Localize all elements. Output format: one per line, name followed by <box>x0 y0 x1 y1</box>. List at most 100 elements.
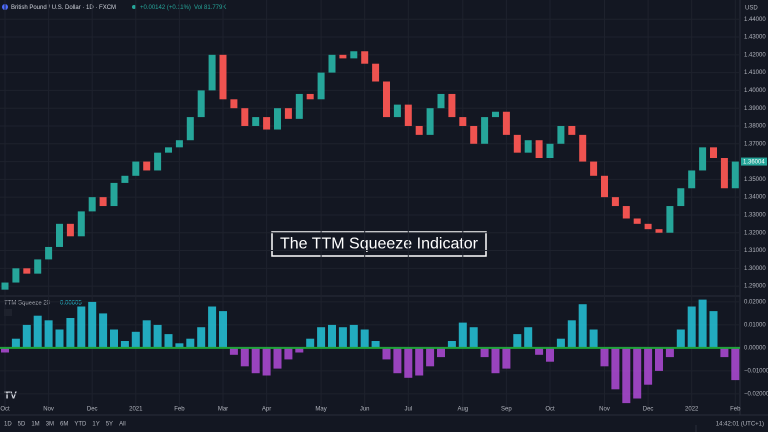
indicator-value: 0.00605 <box>60 301 82 307</box>
candle <box>121 175 129 183</box>
candle <box>633 218 641 224</box>
range-button[interactable]: All <box>119 422 126 428</box>
x-tick-label: Oct <box>0 407 10 413</box>
candle <box>579 134 587 162</box>
x-tick-label: Aug <box>457 407 468 413</box>
histogram-bar <box>491 347 500 374</box>
range-button[interactable]: 3M <box>46 422 54 428</box>
candle <box>12 268 20 283</box>
range-button[interactable]: 1Y <box>92 422 99 428</box>
range-button[interactable]: 5D <box>18 422 26 428</box>
candle <box>317 72 325 100</box>
candle <box>1 282 9 290</box>
histogram-bar <box>175 343 184 348</box>
y-tick-label: 1.42000 <box>744 52 766 58</box>
histogram-bar <box>655 347 663 371</box>
candle <box>720 158 728 189</box>
currency[interactable]: USD <box>745 6 758 12</box>
histogram-bar <box>676 329 685 348</box>
histogram-bar <box>404 347 413 378</box>
histogram-bar <box>513 334 522 348</box>
range-button[interactable]: 6M <box>60 422 68 428</box>
candle <box>263 117 271 130</box>
candle <box>361 51 369 64</box>
indicator-title[interactable]: TTM Squeeze 20 <box>4 301 51 307</box>
candle <box>143 161 151 171</box>
candle <box>513 134 521 153</box>
candle <box>165 147 172 153</box>
x-tick-label: Mar <box>218 407 228 413</box>
histogram-bar <box>55 329 64 348</box>
x-tick-label: 2022 <box>685 407 699 413</box>
x-tick-label: Feb <box>174 407 185 413</box>
y-tick-label: −0.01000 <box>744 368 768 374</box>
histogram-bar <box>22 324 31 348</box>
y-tick-label: 1.31000 <box>744 248 766 254</box>
range-button[interactable]: 1M <box>31 422 39 428</box>
candle <box>590 161 598 176</box>
volume: Vol 81.779K <box>194 5 226 11</box>
histogram-bar <box>186 338 195 348</box>
range-button[interactable]: 1D <box>4 422 12 428</box>
histogram-bar <box>447 341 456 348</box>
histogram-bar <box>393 347 402 374</box>
x-tick-label: Dec <box>643 407 654 413</box>
candle <box>666 206 674 233</box>
y-tick-label: 1.38000 <box>744 124 766 130</box>
candle <box>426 108 434 135</box>
x-tick-label: Jun <box>360 407 370 413</box>
candle <box>688 170 696 189</box>
candle <box>437 93 445 109</box>
price-change: +0.00142 (+0.11%) <box>140 5 191 11</box>
histogram-bar <box>120 341 129 348</box>
histogram-bar <box>687 306 696 348</box>
x-tick-label: Dec <box>87 407 98 413</box>
histogram-bar <box>524 327 533 348</box>
candle <box>241 108 249 126</box>
histogram-bar <box>295 347 304 353</box>
x-tick-label: Nov <box>599 407 610 413</box>
histogram-bar <box>458 322 467 348</box>
x-tick-label: May <box>315 407 326 413</box>
candle <box>535 140 543 159</box>
histogram-bar <box>382 347 391 360</box>
range-button[interactable]: YTD <box>74 422 87 428</box>
histogram-bar <box>77 306 86 348</box>
x-tick-label: Nov <box>43 407 54 413</box>
range-button[interactable]: 5Y <box>106 422 113 428</box>
histogram-bar <box>240 347 249 367</box>
y-tick-label: 1.32000 <box>744 230 766 236</box>
histogram-bar <box>720 347 729 358</box>
histogram-bar <box>578 304 587 348</box>
symbol-title[interactable]: British Pound / U.S. Dollar · 1D · FXCM <box>11 5 116 11</box>
collapse-button[interactable] <box>4 309 12 316</box>
candle <box>197 90 205 118</box>
y-tick-label: 1.41000 <box>744 70 766 76</box>
candle <box>350 51 358 59</box>
y-tick-label: 0.02000 <box>744 299 766 305</box>
candle <box>230 99 238 109</box>
y-tick-label: 1.37000 <box>744 141 766 147</box>
histogram-bar <box>66 318 75 348</box>
histogram-bar <box>328 324 336 348</box>
histogram-bar <box>338 327 347 348</box>
histogram-bar <box>665 347 674 358</box>
y-tick-label: 1.29000 <box>744 284 766 290</box>
candle <box>557 125 565 144</box>
status-dot <box>132 5 136 9</box>
histogram-bar <box>546 347 554 362</box>
histogram-bar <box>142 320 151 348</box>
histogram-bar <box>262 347 271 376</box>
candle <box>88 197 96 212</box>
last-price-label: 1.36004 <box>743 160 765 166</box>
y-tick-label: 1.30000 <box>744 266 766 272</box>
histogram-bar <box>99 313 108 348</box>
last-price-tag <box>741 157 767 166</box>
overlay-title: The TTM Squeeze Indicator <box>280 236 479 253</box>
histogram-bar <box>415 347 424 376</box>
candle <box>393 104 401 118</box>
candle <box>699 147 707 171</box>
